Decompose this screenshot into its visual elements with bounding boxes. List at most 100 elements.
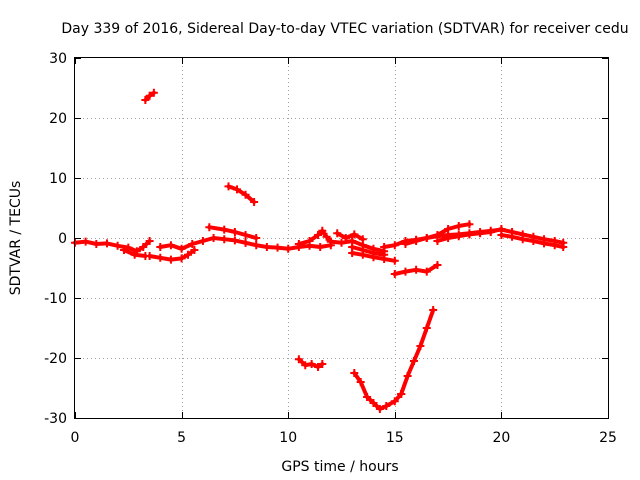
data-point [380,243,389,251]
data-point [145,237,154,245]
data-point [416,342,425,350]
data-point [139,243,148,251]
data-point [250,198,259,206]
series-track-upper-1 [141,88,158,104]
data-point [166,255,175,264]
series-track-main-2 [120,246,150,260]
series-layer [71,88,568,413]
x-tick-label: 5 [177,430,186,446]
data-point [294,355,303,364]
x-tick-label: 0 [71,430,80,446]
y-axis-title: SDTVAR / TECUs [8,181,24,296]
data-point [273,243,282,252]
data-point [241,190,250,199]
data-point [412,237,421,245]
data-point [166,241,175,250]
data-point [465,230,474,239]
data-point [156,253,165,262]
data-point [363,393,372,401]
data-point [318,226,327,235]
data-point [422,234,431,242]
data-point [358,235,367,244]
data-point [92,240,101,248]
data-point [350,369,359,377]
data-point [358,246,367,254]
series-track-main-11 [348,243,389,259]
data-point [233,185,242,194]
data-point [518,235,527,244]
series-line [226,184,257,204]
data-point [81,237,90,246]
data-point [220,235,229,244]
data-point [412,265,421,274]
series-track-main-16 [497,231,568,251]
series-track-lower-3 [397,306,438,398]
data-point [348,243,357,251]
data-point [341,234,350,242]
data-point [476,229,485,238]
data-point [177,244,186,253]
data-point [149,88,158,97]
plot-frame [74,57,609,419]
data-point [529,237,538,245]
y-tick-label: -10 [44,291,67,307]
data-point [369,399,378,407]
data-point [301,361,310,370]
data-point [550,241,559,250]
data-point [156,243,165,251]
data-point [390,397,399,406]
data-point [369,249,378,257]
data-point [183,250,192,259]
data-point [401,267,410,276]
data-point [314,363,323,371]
series-track-main-14 [390,261,442,278]
data-point [294,240,303,248]
series-line [399,308,436,396]
data-point [305,237,314,245]
y-tick-label: -20 [44,351,67,367]
series-track-main-9 [333,229,367,244]
data-point [220,225,229,234]
data-point [318,360,327,368]
x-tick-label: 25 [599,430,617,446]
data-point [486,228,495,236]
x-tick-label: 15 [386,430,404,446]
data-point [145,91,154,100]
data-point [130,250,139,259]
data-point [307,360,316,368]
data-point [322,232,331,241]
data-point [316,243,325,251]
data-point [382,402,391,410]
series-line [350,245,387,257]
series-track-main-13 [401,220,474,248]
data-point [390,241,399,250]
data-point [380,250,389,259]
data-point [454,222,463,230]
data-point [177,254,186,263]
data-point [284,244,293,253]
series-track-lower-1 [294,355,327,371]
data-point [497,231,506,239]
y-tick-label: 30 [49,51,67,67]
data-point [375,405,384,413]
data-point [326,237,335,246]
series-track-main-5 [205,223,261,242]
data-point [252,241,261,250]
y-tick-label: 10 [49,171,67,187]
data-point [433,261,442,269]
data-point [230,228,239,236]
data-point [241,238,250,247]
series-track-main-15 [433,225,506,245]
data-point [433,237,442,245]
chart-title: Day 339 of 2016, Sidereal Day-to-day VTE… [61,21,628,37]
data-point [337,238,346,247]
data-point [390,270,399,278]
data-point [205,223,214,232]
data-point [356,378,365,386]
data-point [540,239,549,248]
data-point [230,236,239,245]
data-point [314,231,323,239]
series-track-main-10 [348,249,399,265]
data-point [403,372,412,380]
